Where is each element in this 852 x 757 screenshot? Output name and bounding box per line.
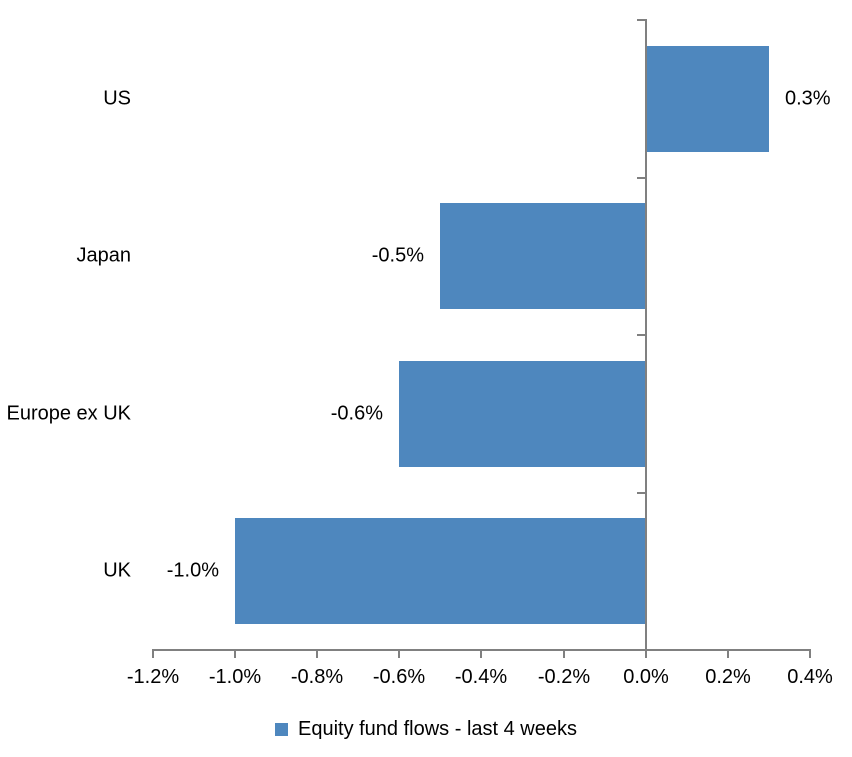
data-label-europe-ex-uk: -0.6%: [330, 402, 383, 425]
category-label-uk: UK: [103, 559, 131, 582]
x-axis-tick: [316, 650, 318, 658]
data-label-japan: -0.5%: [371, 244, 424, 267]
x-tick-label-0-4: -0.4%: [454, 666, 508, 688]
category-boundary-tick: [637, 492, 645, 494]
x-axis-tick: [809, 650, 811, 658]
x-axis-tick: [727, 650, 729, 658]
category-boundary-tick: [637, 177, 645, 179]
data-label-uk: -1.0%: [166, 559, 219, 582]
x-axis-tick: [398, 650, 400, 658]
bar-japan: [440, 203, 646, 309]
x-tick-label-0-6: -0.6%: [372, 666, 426, 688]
x-axis-tick: [234, 650, 236, 658]
x-tick-label-1-0: -1.0%: [208, 666, 262, 688]
legend-label: Equity fund flows - last 4 weeks: [297, 717, 577, 740]
x-axis-tick: [563, 650, 565, 658]
bar-us: [646, 46, 769, 152]
bar-europe-ex-uk: [399, 361, 646, 467]
legend: Equity fund flows - last 4 weeks: [0, 716, 852, 742]
data-label-us: 0.3%: [785, 87, 831, 110]
category-label-japan: Japan: [76, 244, 132, 267]
category-label-europe-ex-uk: Europe ex UK: [6, 402, 131, 425]
category-boundary-tick: [637, 19, 645, 21]
x-tick-label-0-2: 0.2%: [705, 666, 751, 688]
x-tick-label-0-0: 0.0%: [623, 666, 669, 688]
bar-uk: [235, 518, 646, 624]
x-tick-label-0-8: -0.8%: [290, 666, 344, 688]
x-axis-tick: [152, 650, 154, 658]
legend-swatch-icon: [274, 722, 288, 736]
category-boundary-tick: [637, 334, 645, 336]
category-label-us: US: [103, 87, 131, 110]
x-tick-label-1-2: -1.2%: [126, 666, 180, 688]
x-axis-tick: [480, 650, 482, 658]
x-tick-label-0-2: -0.2%: [537, 666, 591, 688]
zero-axis-line: [645, 19, 647, 658]
x-tick-label-0-4: 0.4%: [787, 666, 833, 688]
